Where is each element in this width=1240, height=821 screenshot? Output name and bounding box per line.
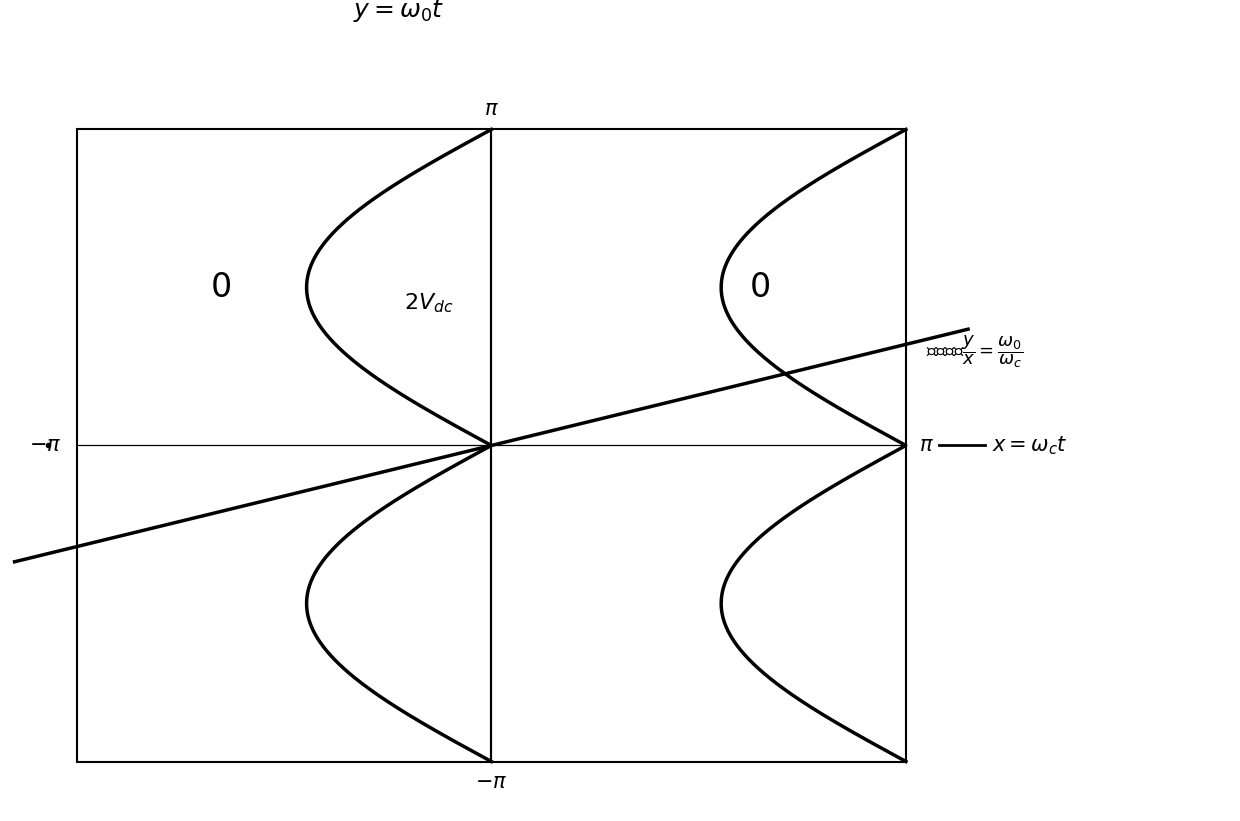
Text: 解的轨迹$\dfrac{y}{x} = \dfrac{\omega_0}{\omega_c}$: 解的轨迹$\dfrac{y}{x} = \dfrac{\omega_0}{\om… — [926, 333, 1023, 370]
Text: $\pi$: $\pi$ — [919, 435, 934, 456]
Text: 0: 0 — [750, 271, 771, 304]
Text: $-\pi$: $-\pi$ — [29, 435, 61, 456]
Text: $-\pi$: $-\pi$ — [475, 772, 507, 791]
Text: $y = \omega_0 t$: $y = \omega_0 t$ — [352, 0, 444, 25]
Text: 0: 0 — [211, 271, 232, 304]
Text: $\pi$: $\pi$ — [484, 99, 498, 119]
Text: $2V_{dc}$: $2V_{dc}$ — [404, 291, 454, 315]
Text: $x = \omega_c t$: $x = \omega_c t$ — [992, 434, 1068, 456]
